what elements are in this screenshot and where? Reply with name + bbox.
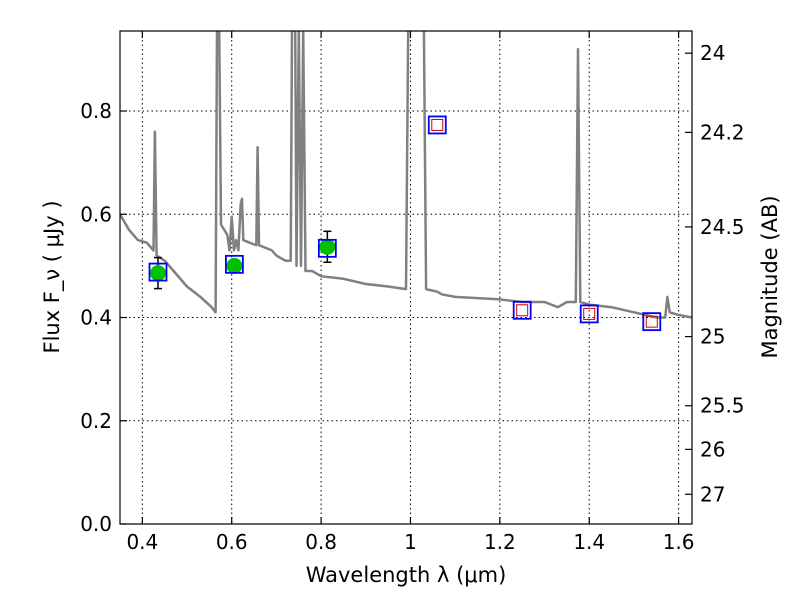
limit-square-marker (583, 307, 596, 320)
plot-frame (119, 30, 693, 525)
model-square-marker (579, 304, 599, 324)
x-tick-label: 0.4 (126, 530, 158, 554)
y-axis-label: Flux F_ν ( μJy ) (40, 200, 65, 353)
model-sed-curve (120, 31, 692, 319)
y-tick-label: 0.2 (80, 409, 112, 433)
x-tick-label: 1.4 (573, 530, 605, 554)
limit-square-marker (645, 315, 658, 328)
x-tick-label: 1.2 (484, 530, 516, 554)
mag-tick-label: 24 (700, 41, 725, 65)
mag-tick-label: 27 (700, 482, 725, 506)
x-tick-label: 1.6 (663, 530, 695, 554)
observed-marker (226, 257, 243, 274)
limit-square-marker (516, 304, 529, 317)
model-square-marker (224, 254, 244, 274)
limit-square-marker (431, 118, 444, 131)
x-tick-label: 1 (404, 530, 417, 554)
photometry-points (148, 115, 662, 332)
mag-tick-label: 25 (700, 325, 725, 349)
x-tick-label: 0.8 (305, 530, 337, 554)
y-axis-right-label: Magnitude (AB) (758, 195, 782, 358)
y-tick-label: 0.4 (80, 306, 112, 330)
model-square-marker (427, 115, 447, 135)
model-square-marker (317, 238, 337, 258)
observed-marker (149, 265, 166, 282)
x-tick-label: 0.6 (216, 530, 248, 554)
axis-ticks: 0.4 0.6 0.8 1 1.2 1.4 1.6 0.0 0.2 0.4 0.6 0.8 24 24.2… (80, 31, 745, 554)
y-tick-label: 0.0 (80, 512, 112, 536)
observed-marker (319, 238, 336, 255)
y-tick-label: 0.6 (80, 202, 112, 226)
observed-point (149, 256, 166, 290)
model-square-marker (642, 312, 662, 332)
mag-tick-label: 26 (700, 437, 725, 461)
mag-tick-label: 24.2 (700, 120, 745, 144)
x-axis-label: Wavelength λ (μm) (306, 563, 507, 587)
mag-tick-label: 25.5 (700, 394, 745, 418)
observed-point (226, 257, 243, 274)
model-sed-line (120, 31, 692, 319)
mag-tick-label: 24.5 (700, 215, 745, 239)
model-square-marker (512, 300, 532, 320)
model-square-marker (148, 262, 168, 282)
y-tick-label: 0.8 (80, 99, 112, 123)
